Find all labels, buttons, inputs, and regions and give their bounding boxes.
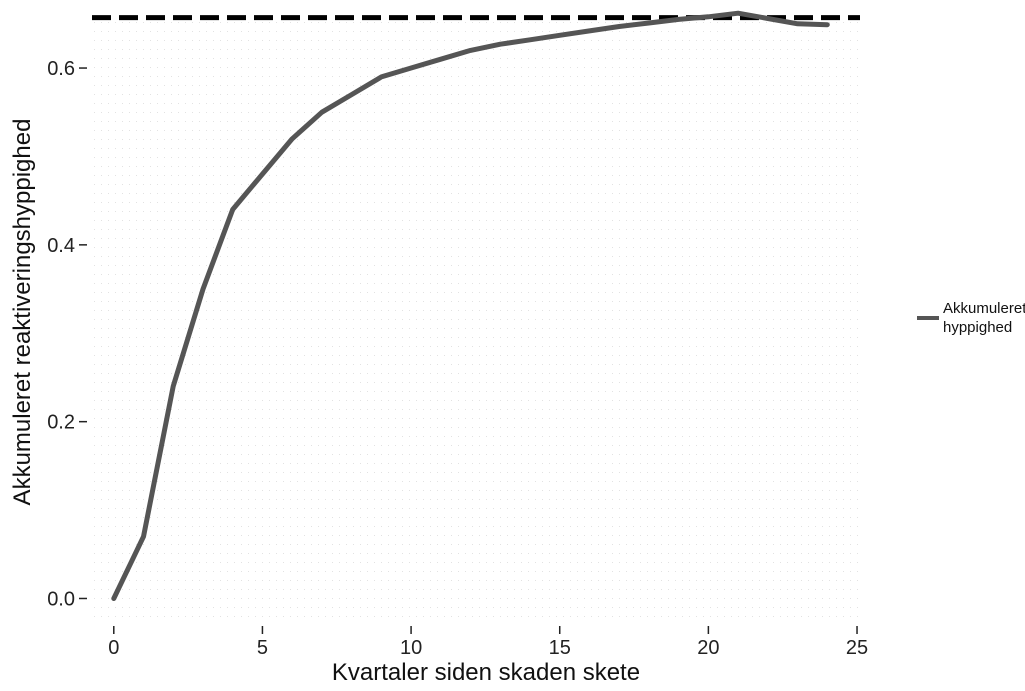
y-tick-label: 0.0 bbox=[47, 588, 75, 610]
data-point bbox=[736, 12, 740, 15]
data-point bbox=[142, 535, 145, 538]
data-point bbox=[707, 15, 710, 18]
legend: Akkumuleret hyppighed bbox=[917, 300, 1025, 336]
data-point bbox=[261, 172, 264, 176]
data-point bbox=[618, 25, 621, 28]
x-tick-label: 5 bbox=[257, 637, 268, 659]
data-point bbox=[588, 29, 591, 33]
plot-background bbox=[90, 15, 860, 625]
x-tick-label: 20 bbox=[697, 637, 719, 659]
x-tick-label: 15 bbox=[549, 637, 571, 659]
x-axis-title: Kvartaler siden skaden skete bbox=[332, 659, 640, 686]
x-tick-label: 0 bbox=[108, 637, 119, 659]
data-point bbox=[677, 18, 680, 21]
data-point bbox=[201, 287, 205, 291]
data-point bbox=[380, 75, 383, 79]
data-point bbox=[647, 21, 651, 25]
data-point bbox=[499, 43, 502, 46]
y-tick-label: 0.4 bbox=[47, 235, 75, 257]
series-layer bbox=[111, 10, 830, 601]
data-point bbox=[469, 49, 472, 52]
data-point bbox=[172, 385, 175, 388]
data-point bbox=[796, 22, 799, 25]
data-point bbox=[291, 137, 294, 140]
x-axis: 0 5 10 15 20 25 bbox=[108, 626, 868, 659]
x-tick-label: 10 bbox=[400, 637, 422, 659]
data-point bbox=[528, 38, 532, 41]
data-point bbox=[826, 23, 829, 26]
data-point bbox=[409, 66, 413, 70]
data-point bbox=[439, 58, 442, 61]
data-point bbox=[350, 93, 353, 96]
y-axis: 0.0 0.2 0.4 0.6 bbox=[47, 58, 87, 610]
data-point bbox=[766, 17, 769, 20]
y-axis-title: Akkumuleret reaktiveringshyppighed bbox=[9, 119, 36, 506]
x-tick-label: 25 bbox=[846, 637, 868, 659]
data-point bbox=[231, 208, 234, 211]
legend-label-line-2: hyppighed bbox=[943, 319, 1012, 336]
y-tick-label: 0.2 bbox=[47, 412, 75, 434]
data-point bbox=[320, 111, 324, 114]
y-tick-label: 0.6 bbox=[47, 58, 75, 80]
legend-label-line-1: Akkumuleret bbox=[943, 300, 1025, 317]
data-point bbox=[112, 597, 116, 600]
data-point bbox=[558, 34, 561, 37]
